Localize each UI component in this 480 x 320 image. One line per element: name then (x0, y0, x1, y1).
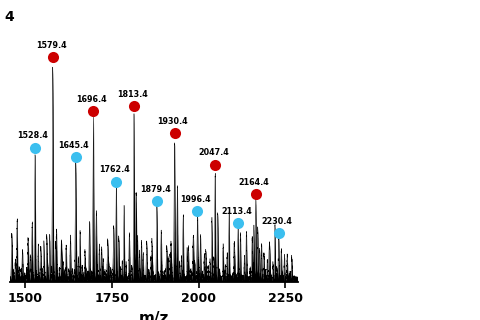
X-axis label: m/z: m/z (138, 311, 169, 320)
Text: 1696.4: 1696.4 (76, 95, 107, 104)
Text: 1645.4: 1645.4 (59, 141, 89, 150)
Text: 1813.4: 1813.4 (117, 90, 148, 99)
Text: 2230.4: 2230.4 (262, 217, 292, 226)
Text: 1879.4: 1879.4 (140, 185, 170, 194)
Text: 1996.4: 1996.4 (180, 195, 211, 204)
Text: 2113.4: 2113.4 (221, 207, 252, 216)
Text: 4: 4 (5, 10, 14, 24)
Text: 2047.4: 2047.4 (198, 148, 229, 157)
Text: 1579.4: 1579.4 (36, 41, 66, 50)
Text: 1528.4: 1528.4 (17, 131, 48, 140)
Text: 1762.4: 1762.4 (99, 165, 130, 174)
Text: 1930.4: 1930.4 (157, 116, 188, 125)
Text: 2164.4: 2164.4 (239, 178, 269, 187)
